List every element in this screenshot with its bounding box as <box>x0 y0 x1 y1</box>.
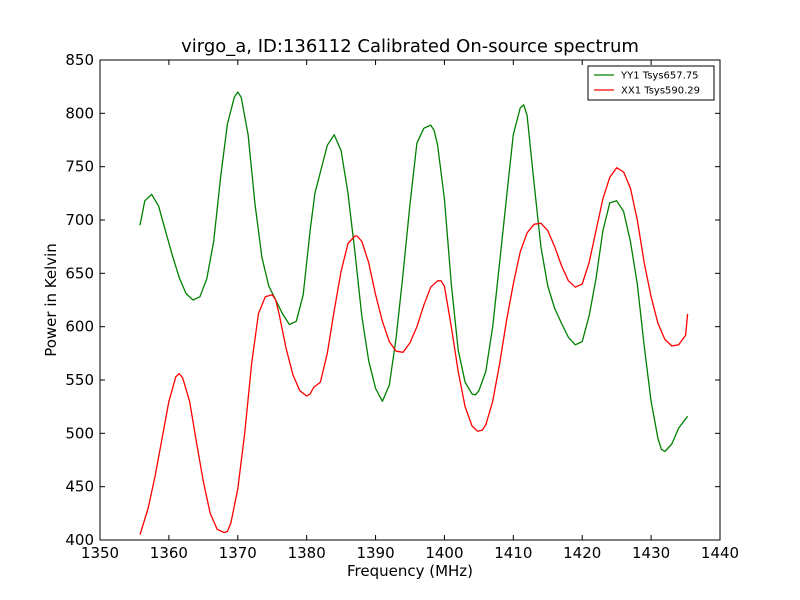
y-tick-label: 450 <box>65 478 94 496</box>
x-tick-label: 1380 <box>288 544 326 562</box>
x-tick-label: 1440 <box>701 544 739 562</box>
x-tick-label: 1430 <box>632 544 670 562</box>
x-axis-label: Frequency (MHz) <box>347 562 473 580</box>
plot-lines <box>139 91 689 535</box>
legend-box <box>587 65 715 101</box>
series-line-xx1 <box>139 167 689 535</box>
x-tick-label: 1370 <box>219 544 257 562</box>
x-tick-label: 1420 <box>563 544 601 562</box>
chart-title: virgo_a, ID:136112 Calibrated On-source … <box>181 36 639 57</box>
x-tick-label: 1400 <box>425 544 463 562</box>
y-tick-label: 500 <box>65 424 94 442</box>
y-axis-label: Power in Kelvin <box>42 243 60 357</box>
y-tick-label: 400 <box>65 531 94 549</box>
y-tick-label: 650 <box>65 264 94 282</box>
y-tick-label: 850 <box>65 51 94 69</box>
series-line-yy1 <box>139 91 689 453</box>
y-tick-label: 800 <box>65 104 94 122</box>
legend-label-xx1: XX1 Tsys590.29 <box>621 86 700 97</box>
legend: YY1 Tsys657.75 XX1 Tsys590.29 <box>587 65 715 101</box>
x-tick-label: 1390 <box>356 544 394 562</box>
y-tick-label: 700 <box>65 211 94 229</box>
legend-label-yy1: YY1 Tsys657.75 <box>620 71 699 82</box>
y-tick-label: 600 <box>65 318 94 336</box>
y-tick-label: 550 <box>65 371 94 389</box>
ticks: 1350 1360 1370 1380 1390 1400 1410 1420 1430 1440… <box>65 51 739 562</box>
axes-frame <box>99 59 721 541</box>
y-tick-label: 750 <box>65 158 94 176</box>
x-tick-label: 1410 <box>494 544 532 562</box>
x-tick-label: 1360 <box>150 544 188 562</box>
x-tick-label: 1350 <box>81 544 119 562</box>
